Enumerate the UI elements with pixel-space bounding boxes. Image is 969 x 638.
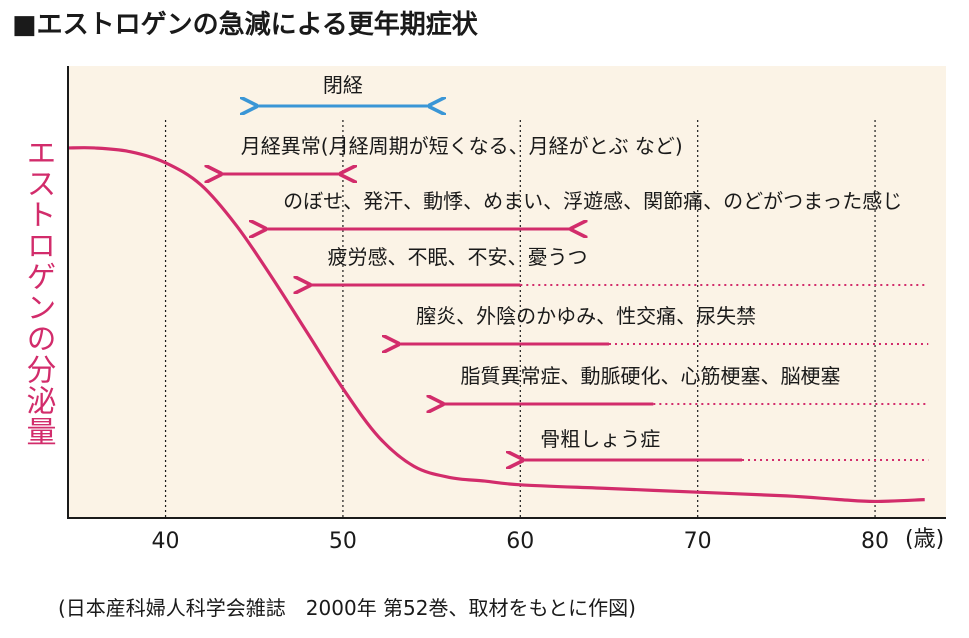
annotation-label-6: 骨粗しょう症 <box>540 427 660 451</box>
plot-background <box>68 66 946 518</box>
annotation-label-1: 月経異常(月経周期が短くなる、月経がとぶ など) <box>241 134 683 158</box>
x-tick-label-60: 60 <box>506 529 534 554</box>
x-tick-label-40: 40 <box>152 529 180 554</box>
annotation-label-3: 疲労感、不眠、不安、憂うつ <box>327 245 587 269</box>
annotation-0: 閉経 <box>256 73 429 106</box>
x-axis-unit-label: (歳) <box>905 527 944 552</box>
annotation-4: 膣炎、外陰のかゆみ、性交痛、尿失禁 <box>398 304 929 344</box>
annotation-label-2: のぼせ、発汗、動悸、めまい、浮遊感、関節痛、のどがつまった感じ <box>283 189 902 213</box>
estrogen-curve <box>67 146 925 504</box>
annotation-label-4: 膣炎、外陰のかゆみ、性交痛、尿失禁 <box>416 304 756 328</box>
annotation-2: のぼせ、発汗、動悸、めまい、浮遊感、関節痛、のどがつまった感じ <box>265 189 902 229</box>
annotation-1: 月経異常(月経周期が短くなる、月経がとぶ など) <box>221 134 683 174</box>
x-tick-label-50: 50 <box>329 529 357 554</box>
annotation-label-5: 脂質異常症、動脈硬化、心筋梗塞、脳梗塞 <box>460 364 840 388</box>
source-note: (日本産科婦人科学会雑誌 2000年 第52巻、取材をもとに作図) <box>58 596 636 620</box>
annotation-3: 疲労感、不眠、不安、憂うつ <box>309 245 929 285</box>
annotation-label-0: 閉経 <box>323 73 363 97</box>
annotation-5: 脂質異常症、動脈硬化、心筋梗塞、脳梗塞 <box>442 364 929 404</box>
chart-title: ■エストロゲンの急減による更年期症状 <box>12 10 478 40</box>
x-tick-label-80: 80 <box>861 529 889 554</box>
y-axis-label: エストロゲンの分泌量 <box>21 137 56 447</box>
x-tick-label-70: 70 <box>684 529 712 554</box>
annotation-6: 骨粗しょう症 <box>522 427 929 460</box>
